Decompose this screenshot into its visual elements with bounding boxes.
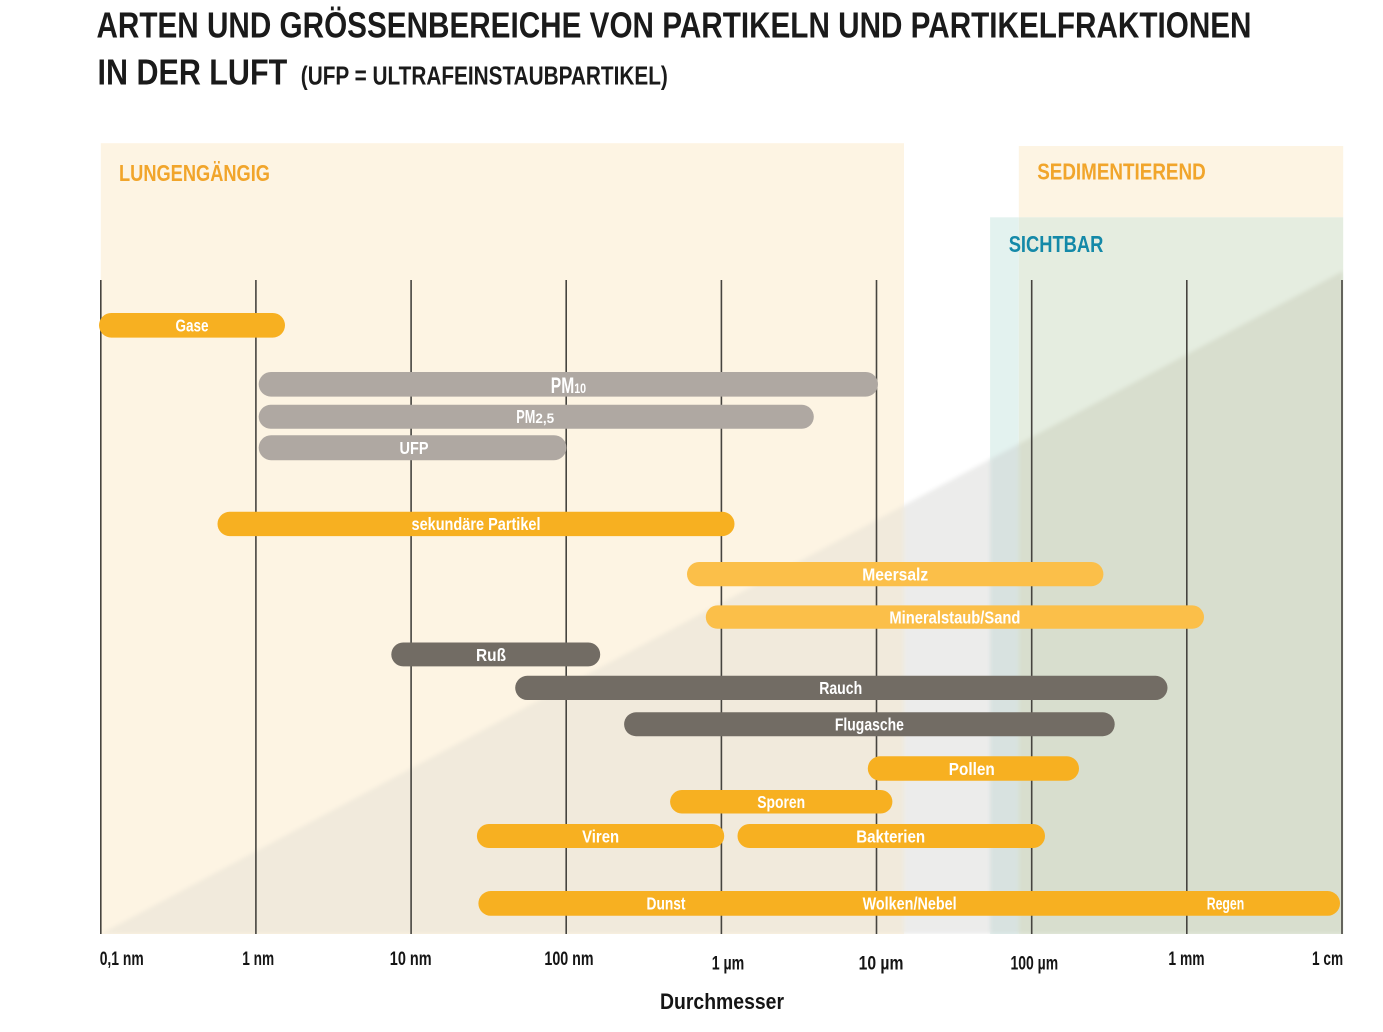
svg-text:Rauch: Rauch bbox=[819, 678, 862, 698]
svg-text:Flugasche: Flugasche bbox=[835, 715, 904, 735]
svg-text:1 µm: 1 µm bbox=[712, 954, 745, 975]
svg-text:ARTEN UND GRÖSSENBEREICHE VON: ARTEN UND GRÖSSENBEREICHE VON PARTIKELN … bbox=[97, 5, 1252, 46]
svg-text:Viren: Viren bbox=[582, 826, 619, 846]
svg-text:PM2,5: PM2,5 bbox=[516, 406, 554, 427]
svg-text:sekundäre Partikel: sekundäre Partikel bbox=[412, 514, 541, 534]
svg-text:Sporen: Sporen bbox=[757, 792, 805, 812]
svg-text:LUNGENGÄNGIG: LUNGENGÄNGIG bbox=[119, 160, 270, 186]
svg-text:1 nm: 1 nm bbox=[242, 949, 274, 970]
svg-text:SEDIMENTIEREND: SEDIMENTIEREND bbox=[1037, 158, 1206, 184]
svg-text:Regen: Regen bbox=[1207, 894, 1245, 914]
svg-text:1 mm: 1 mm bbox=[1168, 949, 1204, 970]
svg-text:Gase: Gase bbox=[176, 316, 209, 336]
svg-text:Meersalz: Meersalz bbox=[862, 564, 928, 584]
svg-text:100 nm: 100 nm bbox=[544, 949, 593, 970]
svg-text:SICHTBAR: SICHTBAR bbox=[1009, 231, 1104, 257]
svg-text:Bakterien: Bakterien bbox=[856, 826, 925, 846]
svg-text:IN DER LUFT(UFP = ULTRAFEINSTA: IN DER LUFT (UFP = ULTRAFEINSTAUBPARTIKEL… bbox=[98, 51, 668, 92]
svg-text:100 µm: 100 µm bbox=[1011, 954, 1059, 975]
svg-text:10 nm: 10 nm bbox=[390, 949, 432, 970]
svg-text:Durchmesser: Durchmesser bbox=[660, 989, 784, 1014]
svg-text:Dunst: Dunst bbox=[647, 894, 686, 914]
svg-text:Mineralstaub/Sand: Mineralstaub/Sand bbox=[889, 607, 1020, 627]
svg-text:0,1 nm: 0,1 nm bbox=[100, 949, 144, 970]
svg-text:1 cm: 1 cm bbox=[1312, 949, 1343, 970]
svg-text:Ruß: Ruß bbox=[476, 645, 506, 665]
svg-text:PM10: PM10 bbox=[551, 373, 586, 398]
svg-text:UFP: UFP bbox=[400, 438, 429, 458]
svg-text:Wolken/Nebel: Wolken/Nebel bbox=[863, 894, 957, 914]
svg-text:10 µm: 10 µm bbox=[859, 954, 904, 975]
svg-text:Pollen: Pollen bbox=[949, 759, 995, 779]
